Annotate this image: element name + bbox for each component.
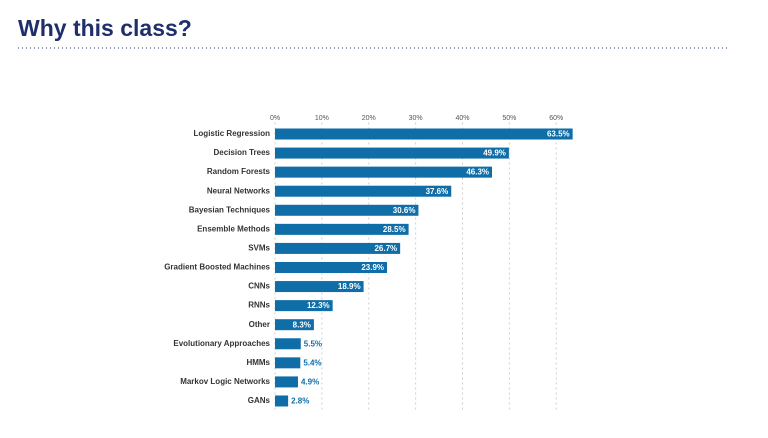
category-label: Bayesian Techniques xyxy=(189,205,271,214)
category-label: Ensemble Methods xyxy=(197,224,270,233)
bar xyxy=(275,261,388,273)
bar xyxy=(275,166,493,178)
bar xyxy=(275,281,364,293)
value-label: 28.5% xyxy=(383,225,406,234)
category-label: Evolutionary Approaches xyxy=(173,339,270,348)
value-label: 46.3% xyxy=(466,168,489,177)
value-label: 30.6% xyxy=(393,206,416,215)
x-tick-label: 40% xyxy=(455,115,469,122)
value-label: 2.8% xyxy=(291,397,309,406)
bar xyxy=(275,242,401,254)
page-title: Why this class? xyxy=(18,15,192,41)
category-label: CNNs xyxy=(248,282,270,291)
value-label: 5.4% xyxy=(303,358,321,367)
category-label: Random Forests xyxy=(207,167,271,176)
category-label: Markov Logic Networks xyxy=(180,377,270,386)
category-label: GANs xyxy=(248,396,271,405)
bar xyxy=(275,376,298,388)
bar xyxy=(275,185,452,197)
bar xyxy=(275,357,301,369)
category-label: Neural Networks xyxy=(207,186,271,195)
x-tick-label: 50% xyxy=(502,115,516,122)
category-label: Other xyxy=(249,320,270,329)
category-label: HMMs xyxy=(246,358,270,367)
bar xyxy=(275,395,289,407)
x-tick-label: 60% xyxy=(549,115,563,122)
bar xyxy=(275,128,573,140)
value-label: 18.9% xyxy=(338,282,361,291)
chart: 0% 10% 20% 30% 40% 50% 60% Logistic Regression 6… xyxy=(164,115,573,413)
category-label: Decision Trees xyxy=(214,148,271,157)
bar xyxy=(275,204,419,216)
value-label: 23.9% xyxy=(361,263,384,272)
bar xyxy=(275,338,301,350)
category-label: SVMs xyxy=(248,244,270,253)
x-tick-label: 30% xyxy=(409,115,423,122)
value-label: 49.9% xyxy=(483,149,506,158)
bar xyxy=(275,147,509,159)
value-label: 26.7% xyxy=(374,244,397,253)
value-label: 37.6% xyxy=(426,187,449,196)
value-label: 5.5% xyxy=(304,339,322,348)
category-label: Logistic Regression xyxy=(194,129,271,138)
value-label: 63.5% xyxy=(547,130,570,139)
bar xyxy=(275,300,333,312)
category-label: Gradient Boosted Machines xyxy=(164,263,270,272)
x-tick-label: 20% xyxy=(362,115,376,122)
value-label: 12.3% xyxy=(307,301,330,310)
bar xyxy=(275,319,314,331)
bar xyxy=(275,223,409,235)
value-label: 8.3% xyxy=(293,320,311,329)
x-tick-label: 0% xyxy=(270,115,280,122)
value-label: 4.9% xyxy=(301,378,319,387)
x-tick-label: 10% xyxy=(315,115,329,122)
category-label: RNNs xyxy=(248,301,270,310)
